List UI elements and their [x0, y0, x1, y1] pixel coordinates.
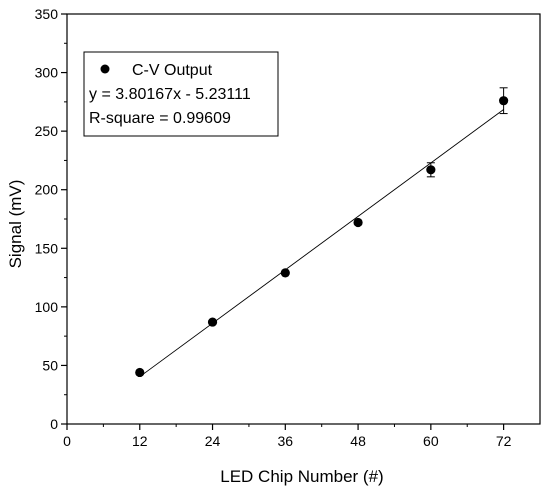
x-axis-title: LED Chip Number (#) — [220, 467, 383, 486]
y-tick-label: 200 — [35, 182, 59, 198]
data-points — [135, 87, 509, 378]
legend-marker — [100, 64, 110, 74]
x-tick-label: 12 — [132, 433, 148, 449]
x-tick-label: 60 — [423, 433, 439, 449]
data-point — [135, 367, 145, 378]
data-point — [426, 165, 436, 175]
x-tick-label: 24 — [205, 433, 221, 449]
data-point — [353, 217, 363, 228]
y-tick-label: 100 — [35, 299, 59, 315]
x-tick-label: 0 — [63, 433, 71, 449]
fit-line-group — [139, 109, 504, 378]
legend-r-square: R-square = 0.99609 — [89, 110, 231, 127]
x-tick-label: 48 — [350, 433, 366, 449]
y-tick-label: 0 — [50, 416, 58, 432]
y-tick-label: 300 — [35, 65, 59, 81]
y-tick-label: 350 — [35, 6, 59, 22]
legend-box — [83, 51, 279, 137]
axis-ticks: 0 12 24 36 48 60 72 0 50 100 150 200 250 300 350 — [35, 6, 512, 449]
data-point — [207, 317, 218, 327]
legend-equation: y = 3.80167x - 5.23111 — [89, 86, 251, 103]
x-tick-label: 72 — [496, 433, 512, 449]
legend-series-name: C-V Output — [132, 62, 213, 79]
y-tick-label: 250 — [35, 123, 59, 139]
data-point — [499, 96, 509, 106]
y-tick-label: 150 — [35, 240, 59, 256]
y-tick-label: 50 — [42, 357, 58, 373]
x-tick-label: 36 — [278, 433, 294, 449]
data-point — [280, 268, 290, 278]
fit-line — [139, 109, 504, 378]
legend: C-V Output y = 3.80167x - 5.23111 R-squa… — [83, 51, 279, 137]
y-axis-title: Signal (mV) — [6, 180, 25, 269]
